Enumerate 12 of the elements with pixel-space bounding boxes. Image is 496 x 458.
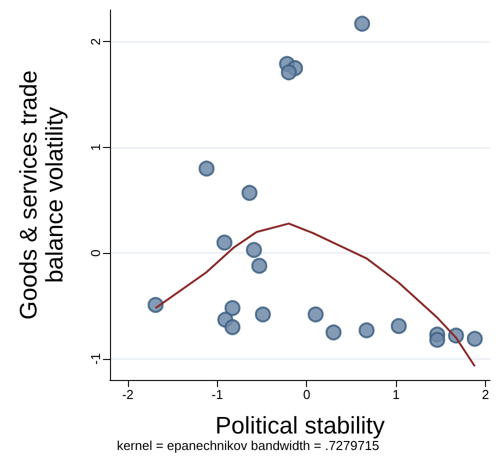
y-tick-label: -1	[88, 353, 103, 365]
text: kernel = epanechnikov bandwidth = .7279715	[116, 438, 380, 453]
x-tick-label: 0	[303, 387, 310, 402]
x-tick-label: 2	[482, 387, 490, 402]
x-tick-label: -2	[122, 387, 134, 402]
x-tick-label: 1	[392, 387, 400, 402]
y-tick-label: 2	[88, 38, 103, 46]
y-tick-label: 1	[88, 144, 103, 152]
x-tick-label: -1	[212, 387, 224, 402]
x-axis-title: Political stability	[215, 412, 385, 440]
y-axis-title: Goods & services trade balance volatility	[16, 70, 68, 320]
y-tick-label: 0	[88, 250, 103, 257]
